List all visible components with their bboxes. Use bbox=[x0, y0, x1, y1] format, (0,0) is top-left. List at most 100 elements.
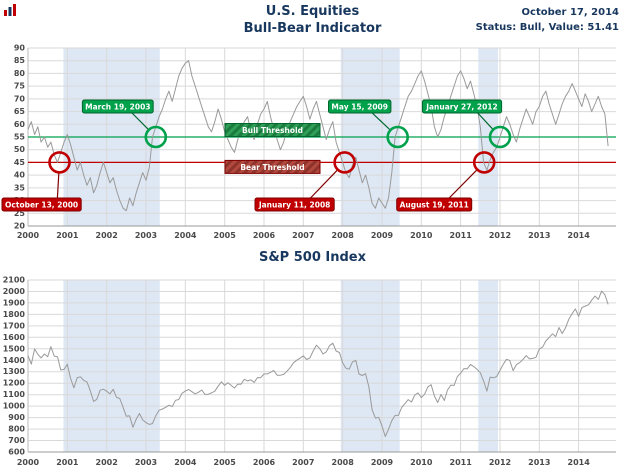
bull-annotation-label: May 15, 2009 bbox=[331, 103, 388, 112]
axis-tick-label: 2003 bbox=[135, 458, 157, 467]
axis-tick-label: 1400 bbox=[3, 356, 26, 365]
bull-signal-circle bbox=[386, 125, 410, 149]
axis-tick-label: 2006 bbox=[253, 458, 276, 467]
bear-signal-circle bbox=[333, 151, 356, 174]
axis-tick-label: 2009 bbox=[371, 458, 394, 467]
bear-annotation-label: January 11, 2008 bbox=[258, 201, 331, 210]
report-date: October 17, 2014 bbox=[521, 7, 619, 18]
axis-tick-label: 2008 bbox=[332, 458, 355, 467]
annotation-connector bbox=[371, 112, 391, 130]
axis-tick-label: 45 bbox=[14, 158, 26, 167]
axis-tick-label: 2012 bbox=[489, 458, 511, 467]
annotation-connector bbox=[131, 112, 149, 130]
axis-tick-label: 2000 bbox=[3, 287, 26, 296]
axis-tick-label: 600 bbox=[8, 448, 25, 457]
axis-tick-label: 35 bbox=[14, 183, 26, 192]
axis-tick-label: 2002 bbox=[96, 231, 118, 240]
axis-tick-label: 2013 bbox=[528, 231, 550, 240]
axis-tick-label: 50 bbox=[14, 145, 26, 154]
bear-annotation-box bbox=[1, 197, 82, 212]
axis-tick-label: 1500 bbox=[3, 344, 26, 353]
logo-glyph bbox=[4, 4, 16, 16]
bull-annotation-box bbox=[81, 99, 154, 114]
axis-tick-label: 2000 bbox=[17, 458, 40, 467]
axis-tick-label: 900 bbox=[8, 413, 25, 422]
axis-tick-label: 800 bbox=[8, 425, 25, 434]
axis-tick-label: 70 bbox=[14, 94, 26, 103]
axis-tick-label: 1000 bbox=[3, 402, 26, 411]
bull-annotation-box bbox=[421, 99, 503, 114]
bull-annotation-box bbox=[328, 99, 392, 114]
axis-tick-label: 2009 bbox=[371, 231, 394, 240]
axis-tick-label: 55 bbox=[14, 133, 26, 142]
axis-tick-label: 2011 bbox=[450, 231, 473, 240]
bear-signal-circle bbox=[472, 151, 496, 174]
bull-signal-circle bbox=[488, 125, 512, 149]
annotation-connector bbox=[448, 169, 477, 199]
axis-tick-label: 2005 bbox=[214, 458, 237, 467]
bear-threshold-box bbox=[224, 159, 321, 174]
axis-tick-label: 20 bbox=[14, 222, 26, 231]
axis-tick-label: 2005 bbox=[214, 231, 237, 240]
bull-annotation-label: January 27, 2012 bbox=[425, 103, 498, 112]
sp500-line bbox=[27, 290, 609, 437]
report-status: Status: Bull, Value: 51.41 bbox=[475, 22, 619, 33]
axis-tick-label: 2010 bbox=[410, 231, 433, 240]
axis-tick-label: 90 bbox=[14, 44, 26, 53]
logo-icon bbox=[3, 2, 17, 16]
axis-tick-label: 2001 bbox=[56, 458, 79, 467]
axis-tick-label: 65 bbox=[14, 107, 26, 116]
axis-tick-label: 2100 bbox=[3, 276, 26, 285]
sp500-title: S&P 500 Index bbox=[258, 250, 366, 265]
axis-tick-label: 2011 bbox=[450, 458, 473, 467]
axis-tick-label: 2014 bbox=[568, 458, 591, 467]
axis-tick-label: 80 bbox=[14, 69, 26, 78]
axis-tick-label: 2003 bbox=[135, 231, 157, 240]
title-line2: Bull-Bear Indicator bbox=[243, 20, 382, 36]
axis-tick-label: 1100 bbox=[3, 390, 26, 399]
bear-annotation-label: October 13, 2000 bbox=[5, 201, 78, 210]
axis-tick-label: 2013 bbox=[528, 458, 550, 467]
report-meta: October 17, 2014 Status: Bull, Value: 51… bbox=[476, 5, 619, 35]
bull-threshold-box bbox=[224, 123, 321, 137]
axis-tick-label: 2000 bbox=[17, 231, 40, 240]
recession-bands bbox=[63, 280, 498, 452]
axis-tick-label: 2010 bbox=[410, 458, 433, 467]
axis-tick-label: 2007 bbox=[292, 231, 314, 240]
axis-tick-label: 1300 bbox=[3, 367, 26, 376]
axis-tick-label: 40 bbox=[14, 171, 26, 180]
axis-tick-label: 75 bbox=[14, 82, 26, 91]
annotation-connector bbox=[56, 173, 60, 199]
bull-threshold-label: Bull Threshold bbox=[242, 126, 303, 135]
axis-tick-label: 2004 bbox=[174, 231, 197, 240]
bull-signal-circle bbox=[144, 125, 168, 149]
axis-tick-label: 2012 bbox=[489, 231, 511, 240]
bull-bear-chart: 2025303540455055606570758085902000200120… bbox=[1, 44, 616, 240]
axis-tick-label: 1700 bbox=[3, 321, 26, 330]
axis-tick-label: 2008 bbox=[332, 231, 355, 240]
bear-annotation-box bbox=[254, 197, 335, 212]
axis-tick-label: 2002 bbox=[96, 458, 118, 467]
axis-tick-label: 1800 bbox=[3, 310, 26, 319]
bear-annotation-box bbox=[396, 197, 473, 212]
axis-tick-label: 1900 bbox=[3, 298, 26, 307]
axis-tick-label: 60 bbox=[14, 120, 26, 129]
axis-tick-label: 2014 bbox=[568, 231, 591, 240]
page-title: U.S. Equities Bull-Bear Indicator bbox=[0, 4, 625, 38]
title-line1: U.S. Equities bbox=[265, 4, 360, 19]
axis-tick-label: 1200 bbox=[3, 379, 26, 388]
axis-tick-label: 1600 bbox=[3, 333, 26, 342]
axis-tick-label: 85 bbox=[14, 56, 26, 65]
axis-tick-label: 2004 bbox=[174, 458, 197, 467]
annotation-connector bbox=[310, 169, 338, 199]
axis-tick-label: 2001 bbox=[56, 231, 79, 240]
bear-threshold-label: Bear Threshold bbox=[240, 163, 304, 172]
sp500-chart: 600 700 800 900 1000 1100 1200 1300 1400 1500 1600… bbox=[3, 276, 616, 467]
axis-tick-label: 2006 bbox=[253, 231, 276, 240]
axis-tick-label: 700 bbox=[8, 436, 25, 445]
bear-annotation-label: August 19, 2011 bbox=[400, 201, 469, 210]
axis-tick-label: 25 bbox=[14, 209, 26, 218]
bear-signal-circle bbox=[48, 151, 71, 174]
axis-tick-label: 2007 bbox=[292, 458, 314, 467]
